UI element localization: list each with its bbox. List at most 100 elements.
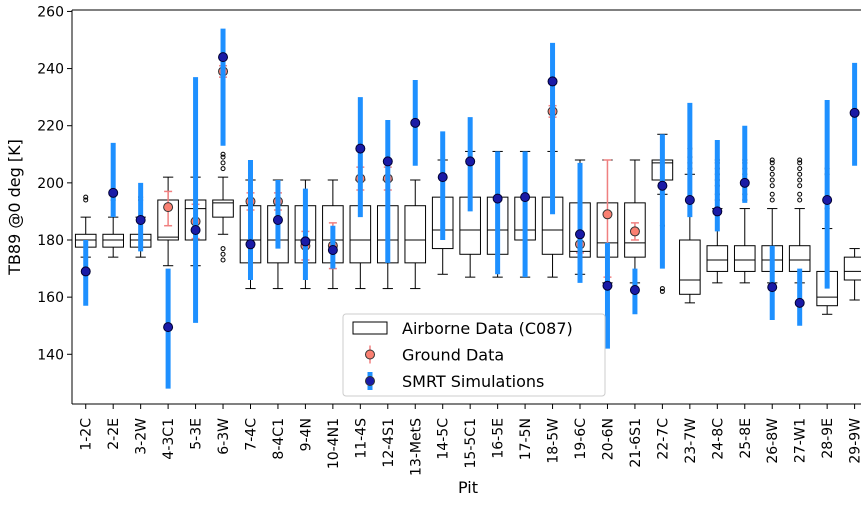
x-tick-label: 3-2W — [134, 418, 150, 455]
x-tick-label: 25-8E — [738, 418, 754, 459]
point — [602, 209, 613, 220]
flier — [769, 197, 775, 203]
point — [739, 177, 750, 188]
point — [684, 195, 695, 205]
x-tick-label: 10-4N1 — [326, 418, 342, 469]
x-tick-label: 7-4C — [243, 418, 259, 451]
x-tick-label: 27-W1 — [793, 418, 809, 463]
point — [80, 266, 91, 277]
flier — [797, 183, 803, 189]
x-tick-label: 8-4C1 — [271, 418, 287, 460]
box — [706, 245, 729, 272]
legend-label: SMRT Simulations — [402, 372, 544, 391]
x-tick-label: 16-5E — [491, 418, 507, 459]
flier — [797, 177, 803, 183]
point — [492, 193, 503, 204]
box — [788, 245, 811, 272]
box — [733, 245, 756, 272]
plot-area — [74, 28, 861, 389]
x-tick-label: 15-5C1 — [463, 418, 479, 468]
x-tick-label: 1-2C — [79, 418, 95, 451]
x-axis-label: Pit — [458, 478, 478, 497]
x-tick-label: 17-5N — [518, 418, 534, 460]
flier — [220, 160, 226, 166]
point — [382, 156, 393, 167]
flier — [797, 166, 803, 172]
legend-label: Ground Data — [402, 346, 504, 365]
box — [624, 202, 646, 258]
x-tick-label: 9-4N — [298, 418, 314, 451]
point — [629, 285, 640, 295]
point — [272, 215, 283, 225]
point — [163, 322, 174, 333]
point — [767, 282, 778, 293]
box — [102, 233, 124, 248]
flier — [797, 197, 803, 203]
x-tick-label: 21-6S1 — [628, 418, 644, 468]
y-tick-label: 200 — [37, 176, 64, 192]
point — [629, 226, 640, 237]
flier — [659, 288, 665, 294]
flier — [220, 257, 226, 263]
x-tick-label: 28-9E — [820, 418, 836, 459]
x-tick-label: 23-7W — [683, 418, 699, 464]
point — [465, 156, 476, 167]
point — [822, 195, 833, 205]
point — [245, 239, 256, 250]
point — [575, 229, 586, 240]
x-tick-label: 11-4S — [353, 418, 369, 459]
x-tick-label: 22-7C — [655, 418, 671, 460]
point — [657, 180, 668, 191]
flier — [769, 166, 775, 172]
y-tick-label: 160 — [37, 290, 64, 306]
x-tick-label: 12-4S1 — [381, 418, 397, 468]
flier — [220, 246, 226, 252]
flier — [797, 160, 803, 166]
point — [300, 236, 311, 247]
box — [843, 256, 861, 281]
x-tick-label: 2-2E — [106, 418, 122, 450]
flier — [83, 194, 89, 200]
flier — [769, 191, 775, 197]
legend-marker — [365, 349, 375, 360]
x-tick-label: 18-5W — [546, 418, 562, 464]
flier — [769, 157, 775, 163]
point — [437, 172, 448, 183]
legend: Airborne Data (C087) Ground Data SMRT Simu… — [342, 313, 606, 397]
x-tick-label: 26-8W — [765, 418, 781, 464]
legend-frame — [342, 313, 606, 397]
point — [327, 245, 338, 255]
y-tick-label: 140 — [37, 347, 64, 363]
flier — [769, 160, 775, 166]
point — [163, 202, 174, 213]
point — [602, 280, 613, 291]
x-tick-label: 20-6N — [600, 418, 616, 460]
x-tick-label: 13-MetS — [408, 418, 424, 476]
legend-marker — [365, 376, 375, 386]
flier — [83, 197, 89, 203]
y-tick-label: 260 — [37, 4, 64, 20]
x-tick-label: 19-6C — [573, 418, 589, 460]
point — [355, 143, 366, 154]
x-tick-label: 6-3W — [216, 418, 232, 455]
point — [135, 215, 146, 225]
flier — [220, 166, 226, 172]
box — [404, 205, 427, 264]
flier — [220, 151, 226, 157]
flier — [659, 286, 665, 292]
x-tick-label: 14-5C — [436, 418, 452, 460]
x-tick-label: 4-3C1 — [161, 418, 177, 460]
point — [190, 225, 201, 235]
point — [849, 107, 860, 118]
box — [679, 239, 701, 295]
legend-swatch — [352, 321, 388, 335]
flier — [769, 177, 775, 183]
point — [520, 192, 531, 203]
flier — [797, 191, 803, 197]
flier — [769, 171, 775, 177]
box — [212, 199, 234, 218]
point — [547, 76, 558, 87]
x-tick-label: 29-9W — [848, 418, 861, 464]
y-tick-label: 180 — [37, 233, 64, 249]
